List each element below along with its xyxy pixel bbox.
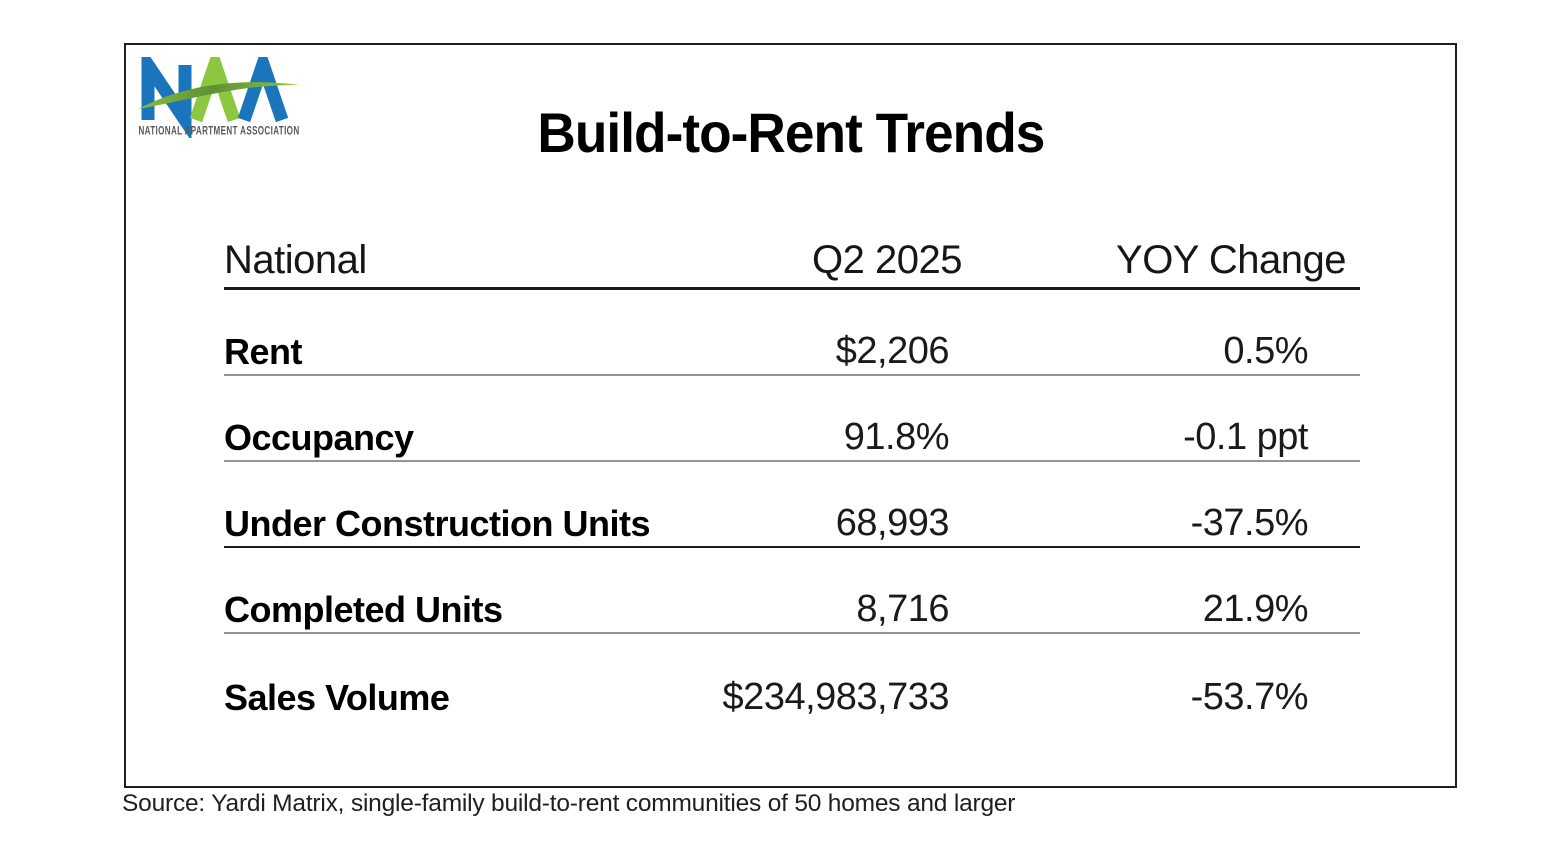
row-value-yoy: -53.7%	[1190, 676, 1309, 718]
chart-card: NATIONAL APARTMENT ASSOCIATION Build-to-…	[124, 43, 1457, 788]
row-value-yoy: 21.9%	[1202, 588, 1309, 630]
row-label: Sales Volume	[224, 677, 450, 718]
col-header-yoy-change: YOY Change	[1116, 238, 1346, 282]
btr-table: National Q2 2025 YOY Change Rent $2,206 …	[224, 227, 1360, 720]
logo-wordmark: NATIONAL APARTMENT ASSOCIATION	[139, 126, 300, 138]
logo-letter-a1	[189, 57, 241, 123]
table-row-completed-units: Completed Units 8,716 21.9%	[224, 548, 1360, 634]
row-label: Under Construction Units	[224, 503, 651, 544]
row-value-q2: $234,983,733	[722, 676, 950, 718]
table-row-occupancy: Occupancy 91.8% -0.1 ppt	[224, 376, 1360, 462]
naa-logo: NATIONAL APARTMENT ASSOCIATION	[138, 57, 300, 138]
table-header-row: National Q2 2025 YOY Change	[224, 227, 1360, 290]
row-value-q2: 91.8%	[843, 416, 950, 458]
source-attribution: Source: Yardi Matrix, single-family buil…	[122, 790, 1016, 817]
row-value-q2: 68,993	[835, 502, 950, 544]
logo-swoosh	[138, 82, 300, 109]
logo-letter-a2	[237, 57, 289, 123]
row-value-yoy: 0.5%	[1223, 330, 1308, 372]
row-value-yoy: -0.1 ppt	[1183, 416, 1308, 458]
row-label: Occupancy	[224, 417, 414, 458]
row-value-q2: $2,206	[835, 330, 950, 372]
page-title-text: Build-to-Rent Trends	[536, 101, 1045, 164]
col-header-q2-2025: Q2 2025	[812, 238, 962, 282]
table-row-under-construction-units: Under Construction Units 68,993 -37.5%	[224, 462, 1360, 548]
col-header-national: National	[224, 238, 367, 282]
row-value-q2: 8,716	[856, 588, 949, 630]
row-value-yoy: -37.5%	[1190, 502, 1309, 544]
table-row-sales-volume: Sales Volume $234,983,733 -53.7%	[224, 634, 1360, 720]
table-row-rent: Rent $2,206 0.5%	[224, 290, 1360, 376]
row-label: Rent	[224, 331, 303, 372]
page-title: Build-to-Rent Trends	[126, 105, 1455, 161]
row-label: Completed Units	[224, 589, 503, 630]
